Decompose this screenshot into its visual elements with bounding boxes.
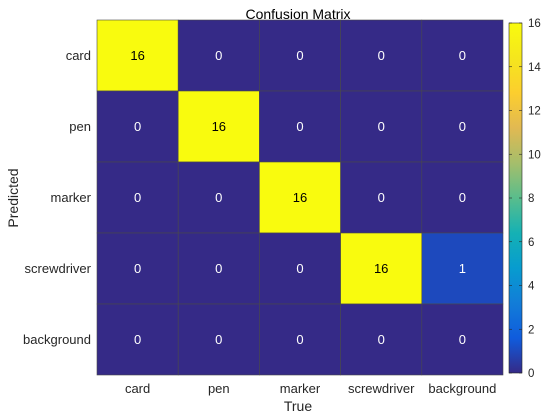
heatmap-cell-card-card	[96, 19, 179, 92]
y-tick-label-card: card	[66, 48, 91, 63]
heatmap-cell-value: 0	[459, 332, 466, 347]
heatmap-cell-value: 0	[378, 190, 385, 205]
heatmap-cell-screwdriver-pen	[177, 232, 260, 305]
heatmap-cell-value: 0	[215, 48, 222, 63]
x-axis-title: True	[284, 398, 312, 414]
heatmap-cell-value: 0	[378, 48, 385, 63]
y-tick-label-pen: pen	[69, 119, 91, 134]
y-tick-label-marker: marker	[51, 190, 92, 205]
heatmap-cell-card-pen	[177, 19, 260, 92]
colorbar-tick-label: 14	[528, 62, 541, 74]
heatmap-cells	[96, 19, 504, 376]
heatmap-cell-value: 0	[215, 190, 222, 205]
heatmap-cell-value: 0	[296, 48, 303, 63]
heatmap-cell-value: 16	[374, 261, 388, 276]
heatmap-cell-background-pen	[177, 303, 260, 376]
heatmap-cell-value: 0	[134, 261, 141, 276]
colorbar-tick-label: 0	[528, 368, 534, 380]
colorbar-tick-label: 2	[528, 324, 534, 336]
y-axis-tick-labels: card pen marker screwdriver background	[23, 48, 92, 347]
heatmap-cell-value: 0	[215, 332, 222, 347]
heatmap-cell-value: 0	[134, 119, 141, 134]
colorbar-tick-label: 12	[528, 106, 541, 118]
heatmap-cell-value: 0	[459, 190, 466, 205]
heatmap-cell-marker-screwdriver	[340, 161, 423, 234]
heatmap-cell-screwdriver-background	[421, 232, 504, 305]
heatmap-cell-background-card	[96, 303, 179, 376]
x-tick-label-background: background	[428, 381, 496, 396]
colorbar-tick-labels: 0 2 4 6 8 10 12 14 16	[509, 18, 541, 380]
heatmap-cell-value: 0	[459, 119, 466, 134]
x-tick-label-card: card	[125, 381, 150, 396]
heatmap-cell-pen-background	[421, 90, 504, 163]
heatmap-cell-screwdriver-card	[96, 232, 179, 305]
heatmap-cell-value: 0	[296, 119, 303, 134]
heatmap-cell-labels: 16 0 0 0 0 0 16 0 0 0 0 0 16 0 0 0 0 0 16 1 0 0 0 0 0	[130, 48, 466, 347]
heatmap-cell-value: 0	[296, 332, 303, 347]
heatmap-cell-value: 16	[130, 48, 144, 63]
heatmap-cell-screwdriver-marker	[259, 232, 341, 305]
heatmap-cell-pen-card	[96, 90, 179, 163]
heatmap-cell-value: 0	[378, 332, 385, 347]
heatmap-cell-card-marker	[259, 19, 341, 92]
y-tick-label-screwdriver: screwdriver	[25, 261, 92, 276]
heatmap-cell-value: 16	[293, 190, 307, 205]
x-axis-tick-labels: card pen marker screwdriver background	[125, 381, 496, 396]
heatmap-cell-value: 0	[134, 190, 141, 205]
heatmap-cell-background-background	[421, 303, 504, 376]
heatmap-cell-screwdriver-screwdriver	[340, 232, 423, 305]
heatmap-cell-value: 1	[459, 261, 466, 276]
colorbar-tick-label: 6	[528, 237, 534, 249]
heatmap-cell-marker-pen	[177, 161, 260, 234]
x-tick-label-screwdriver: screwdriver	[348, 381, 415, 396]
colorbar-tick-label: 4	[528, 281, 535, 293]
x-tick-label-marker: marker	[280, 381, 321, 396]
chart-title: Confusion Matrix	[245, 6, 350, 22]
heatmap-cell-pen-marker	[259, 90, 341, 163]
heatmap-cell-value: 0	[296, 261, 303, 276]
heatmap-cell-value: 16	[212, 119, 226, 134]
heatmap-cell-card-screwdriver	[340, 19, 423, 92]
colorbar-tick-label: 16	[528, 18, 541, 30]
heatmap-cell-marker-marker	[259, 161, 341, 234]
heatmap-cell-marker-background	[421, 161, 504, 234]
y-tick-label-background: background	[23, 332, 91, 347]
heatmap-cell-value: 0	[459, 48, 466, 63]
heatmap-cell-value: 0	[215, 261, 222, 276]
heatmap-cell-card-background	[421, 19, 504, 92]
x-tick-label-pen: pen	[208, 381, 230, 396]
heatmap-cell-value: 0	[134, 332, 141, 347]
heatmap-cell-background-marker	[259, 303, 341, 376]
colorbar-tick-label: 8	[528, 193, 534, 205]
y-axis-title: Predicted	[5, 168, 21, 227]
heatmap-cell-value: 0	[378, 119, 385, 134]
colorbar-tick-label: 10	[528, 149, 541, 161]
